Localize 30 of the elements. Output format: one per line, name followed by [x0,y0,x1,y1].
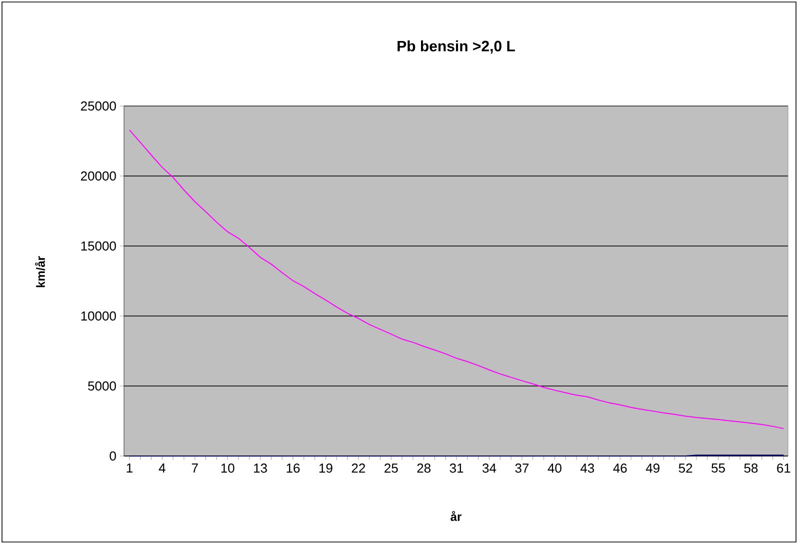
x-tick-label: 43 [580,464,594,473]
y-tick-label: 25000 [80,101,116,111]
y-tick-label: 15000 [81,241,116,251]
y-tick-label: 20000 [80,171,116,181]
y-tick-label: 5000 [88,381,116,391]
x-tick-label: 19 [319,464,332,473]
x-tick-label: 28 [417,464,431,473]
y-axis-title: km/år [34,256,46,288]
x-axis-title: år [450,511,462,521]
x-tick-label: 49 [646,464,660,473]
x-tick-label: 10 [221,464,234,473]
x-tick-label: 16 [286,464,300,473]
x-tick-label: 7 [192,464,198,472]
x-tick-label: 1 [126,464,132,472]
x-tick-label: 46 [613,464,627,473]
x-tick-label: 22 [352,464,365,473]
x-tick-label: 4 [158,464,166,472]
x-tick-label: 34 [482,464,496,473]
x-tick-label: 37 [515,464,529,473]
x-tick-label: 52 [678,464,692,473]
y-tick-label: 10000 [81,311,116,321]
x-tick-label: 55 [712,464,725,473]
x-tick-label: 25 [384,464,398,473]
x-tick-label: 40 [548,464,562,473]
x-tick-label: 31 [450,464,464,473]
y-tick-label: 0 [110,451,116,461]
x-tick-label: 58 [744,464,758,473]
x-tick-label: 13 [254,464,267,473]
chart-title: Pb bensin >2,0 L [398,40,515,54]
x-tick-label: 61 [777,464,790,473]
